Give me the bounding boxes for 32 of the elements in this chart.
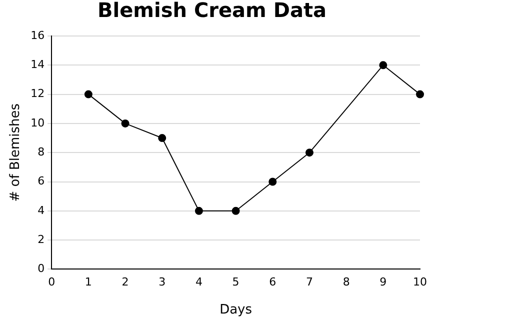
x-tick-label: 6 — [269, 276, 276, 289]
chart-title: Blemish Cream Data — [97, 0, 327, 22]
y-axis-title: # of Blemishes — [8, 103, 24, 202]
x-tick-label: 0 — [48, 276, 56, 289]
point — [416, 90, 424, 98]
x-tick-label: 7 — [306, 276, 313, 289]
point — [84, 90, 92, 98]
y-tick-label: 8 — [38, 145, 45, 158]
x-tick-label: 3 — [158, 276, 166, 289]
x-tick-label: 8 — [342, 276, 350, 289]
y-tick-label: 14 — [30, 58, 45, 72]
y-tick-label: 10 — [30, 116, 45, 130]
point — [268, 178, 277, 186]
x-tick-label: 2 — [122, 276, 129, 289]
y-tick-label: 2 — [38, 232, 45, 246]
x-tick-label: 1 — [84, 276, 92, 289]
y-tick-label: 6 — [38, 174, 45, 188]
x-axis-title: Days — [220, 302, 252, 318]
y-tick-label: 0 — [38, 262, 45, 276]
x-tick-label: 5 — [232, 276, 240, 289]
point — [158, 134, 166, 142]
x-tick-label: 4 — [195, 276, 202, 289]
y-tick-label: 4 — [38, 204, 45, 217]
point — [305, 148, 314, 157]
point — [194, 206, 203, 215]
y-tick-label: 16 — [30, 28, 45, 42]
point — [121, 119, 130, 128]
x-tick-label: 9 — [380, 276, 387, 289]
point — [232, 206, 240, 215]
x-tick-label: 10 — [413, 276, 427, 289]
point — [379, 61, 388, 70]
y-tick-label: 12 — [30, 87, 45, 100]
